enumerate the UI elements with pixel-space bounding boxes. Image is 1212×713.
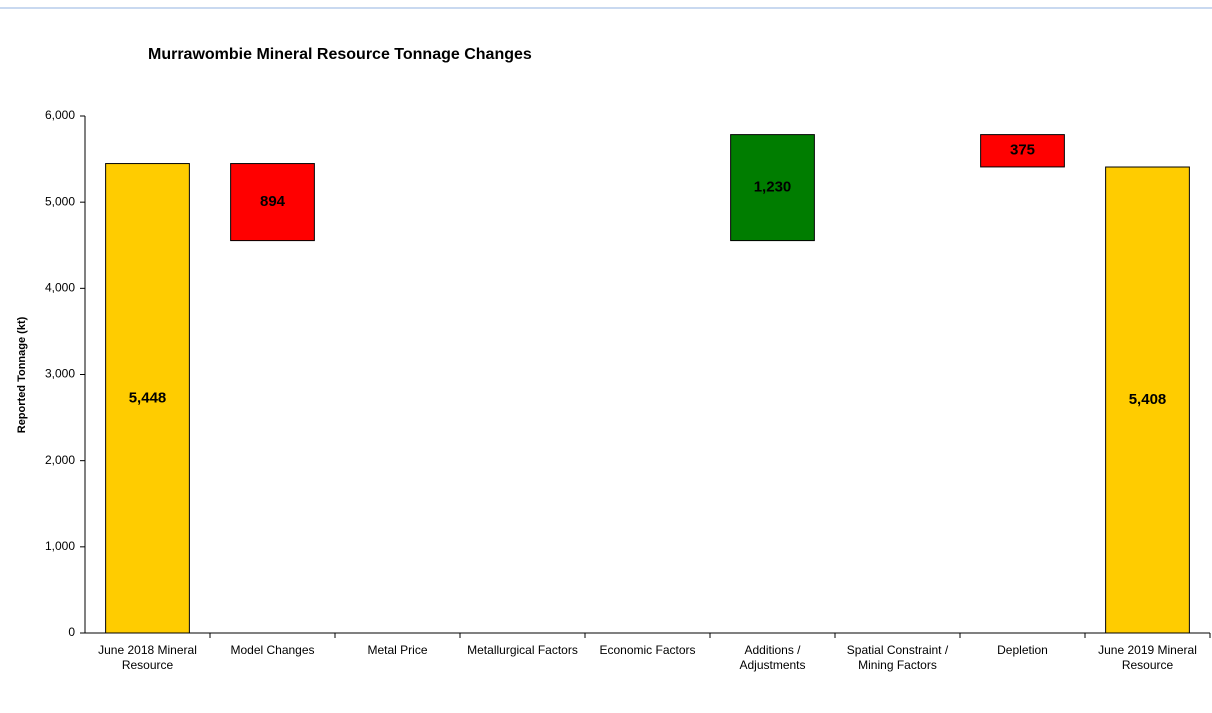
x-tick-label: Economic Factors	[599, 643, 696, 657]
y-tick-label: 0	[68, 625, 75, 639]
x-tick-label: Spatial Constraint / Mining Factors	[846, 643, 949, 672]
bar	[230, 163, 315, 242]
y-tick-label: 5,000	[45, 194, 75, 208]
x-tick-label: Depletion	[997, 643, 1048, 657]
bar	[105, 163, 190, 634]
data-label: 375	[1010, 142, 1035, 159]
x-tick-label: Additions / Adjustments	[739, 643, 806, 672]
data-label: 5,448	[129, 389, 167, 406]
bar	[730, 134, 815, 242]
y-tick-label: 4,000	[45, 281, 75, 295]
x-tick-label: Model Changes	[230, 643, 315, 657]
x-tick-label: Metal Price	[367, 643, 428, 657]
y-tick-label: 6,000	[45, 108, 75, 122]
y-tick-label: 2,000	[45, 453, 75, 467]
y-tick-label: 1,000	[45, 539, 75, 553]
x-tick-label: June 2018 Mineral Resource	[98, 643, 197, 672]
x-tick-label: June 2019 Mineral Resource	[1098, 643, 1197, 672]
y-tick-label: 3,000	[45, 367, 75, 381]
data-label: 5,408	[1129, 391, 1167, 408]
data-label: 894	[260, 193, 286, 210]
bar	[1105, 166, 1190, 634]
y-axis-label: Reported Tonnage (kt)	[16, 316, 28, 433]
data-label: 1,230	[754, 179, 792, 196]
chart-title: Murrawombie Mineral Resource Tonnage Cha…	[148, 46, 532, 63]
bar	[980, 134, 1065, 168]
x-tick-label: Metallurgical Factors	[467, 643, 578, 657]
